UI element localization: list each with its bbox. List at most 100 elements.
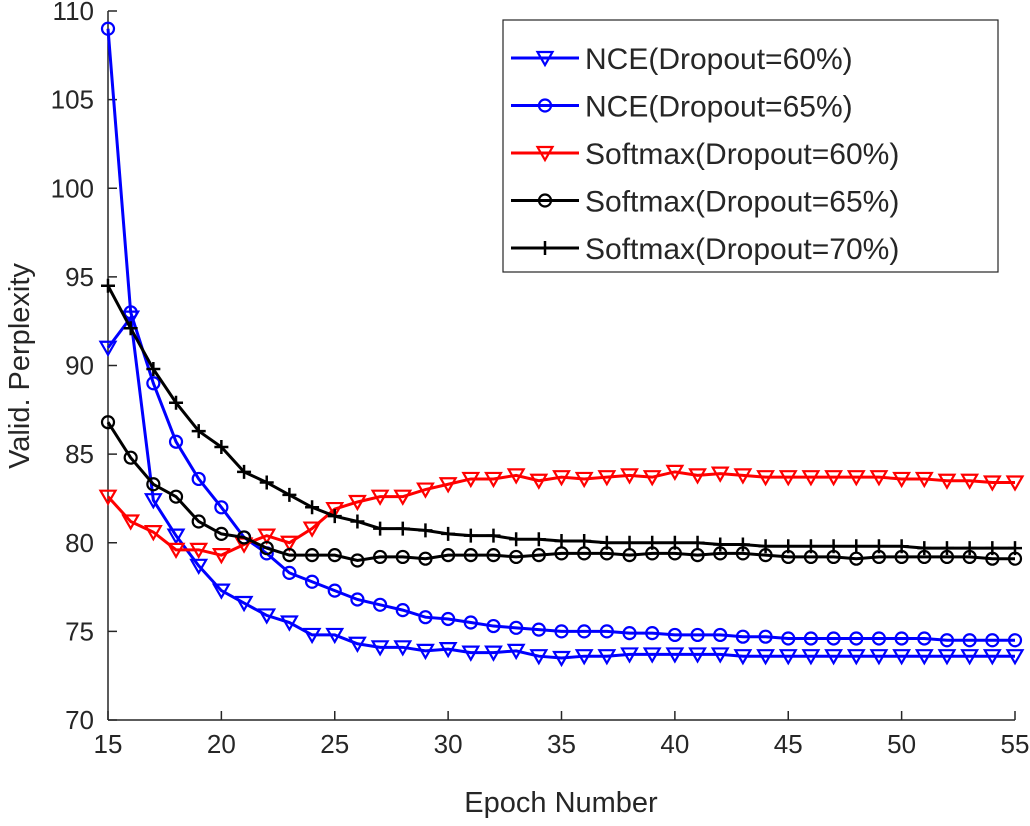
data-point-triangle [143,525,163,542]
data-point-circle [690,627,705,643]
data-point-circle [395,603,410,618]
data-point-triangle [982,649,1002,666]
x-tick-label: 25 [320,729,349,759]
data-point-circle [168,489,184,504]
legend: NCE(Dropout=60%) NCE(Dropout=65%) Softmax(… [502,19,999,273]
data-point-plus [146,362,161,377]
data-point-triangle [892,649,912,666]
data-point-triangle [535,145,555,163]
data-point-plus [645,535,660,550]
legend-entry: Softmax(Dropout=65%) [511,186,899,219]
data-point-circle [554,624,569,639]
data-point-triangle [1005,475,1025,492]
data-point-triangle [461,471,481,489]
data-point-triangle [597,470,617,487]
data-point-triangle [506,643,526,661]
data-point-plus [101,278,115,293]
legend-entry: NCE(Dropout=60%) [511,43,853,76]
data-point-triangle [665,464,685,482]
data-point-plus [395,521,410,536]
data-point-triangle [914,471,934,489]
data-point-triangle [166,528,186,545]
x-tick-label: 20 [207,729,236,759]
series [98,310,1025,668]
data-point-triangle [642,647,662,664]
data-point-circle [350,553,365,568]
data-point-circle [100,21,116,36]
data-point-triangle [211,583,231,600]
legend-entry: Softmax(Dropout=60%) [511,138,899,171]
data-point-circle [100,415,116,430]
data-point-triangle [143,493,163,510]
data-point-circle [395,549,410,565]
y-tick-label: 90 [65,351,94,381]
data-point-plus [191,424,206,439]
data-point-plus [826,539,841,554]
data-point-plus [849,539,864,554]
series [100,415,1023,568]
data-point-plus [577,533,592,548]
data-point-plus [871,539,886,554]
data-point-triangle [824,470,844,487]
data-point-circle [146,477,161,492]
series [98,464,1025,565]
data-point-circle [1007,633,1023,648]
data-point-triangle [461,645,481,662]
data-point-triangle [597,649,617,666]
data-point-triangle [325,627,345,645]
data-point-plus [531,532,546,547]
data-point-circle [304,574,320,589]
x-tick-label: 30 [434,729,463,759]
axes: 15 20 25 30 35 40 45 50 55 70 75 80 85 90 95 100 105 110 [51,0,1030,759]
data-point-circle [168,434,184,449]
data-point-triangle [302,521,322,538]
data-point-plus [1008,541,1022,556]
data-point-triangle [189,542,209,560]
data-point-circle [622,626,637,641]
data-point-circle [327,548,342,563]
series-line [106,470,1015,557]
data-point-triangle [370,640,390,657]
data-point-triangle [302,627,322,645]
legend-entry: NCE(Dropout=65%) [511,91,853,124]
legend-box [502,19,999,273]
data-point-triangle [620,647,639,664]
data-point-triangle [824,649,844,666]
data-point-plus [214,440,229,455]
legend-label: Softmax(Dropout=65%) [585,186,899,219]
data-point-plus [509,532,524,547]
data-point-circle [441,611,456,627]
legend-label: Softmax(Dropout=60%) [585,138,899,171]
data-point-plus [282,487,297,502]
data-point-plus [713,537,728,552]
y-tick-label: 80 [65,528,94,558]
data-point-triangle [166,542,186,560]
data-point-triangle [529,649,549,666]
data-point-circle [304,548,320,563]
data-point-plus [622,535,637,550]
data-point-circle [537,193,553,208]
data-point-circle [214,500,229,515]
data-point-triangle [688,647,707,664]
data-point-circle [282,565,297,580]
data-point-circle [826,631,841,646]
data-point-triangle [506,468,526,485]
data-point-triangle [189,558,209,575]
data-point-circle [373,549,388,565]
y-tick-label: 75 [65,616,94,646]
data-point-triangle [552,650,571,668]
data-point-circle [803,631,819,646]
y-tick-label: 85 [65,439,94,469]
data-point-plus [939,541,954,556]
data-point-circle [758,629,773,644]
data-point-triangle [211,548,231,565]
data-point-triangle [892,471,912,489]
data-point-triangle [438,477,458,494]
data-point-circle [373,597,388,612]
data-point-triangle [535,50,555,68]
series-line [106,421,1015,563]
data-point-circle [871,631,887,646]
legend-label: Softmax(Dropout=70%) [585,233,899,266]
data-point-circle [282,548,297,563]
